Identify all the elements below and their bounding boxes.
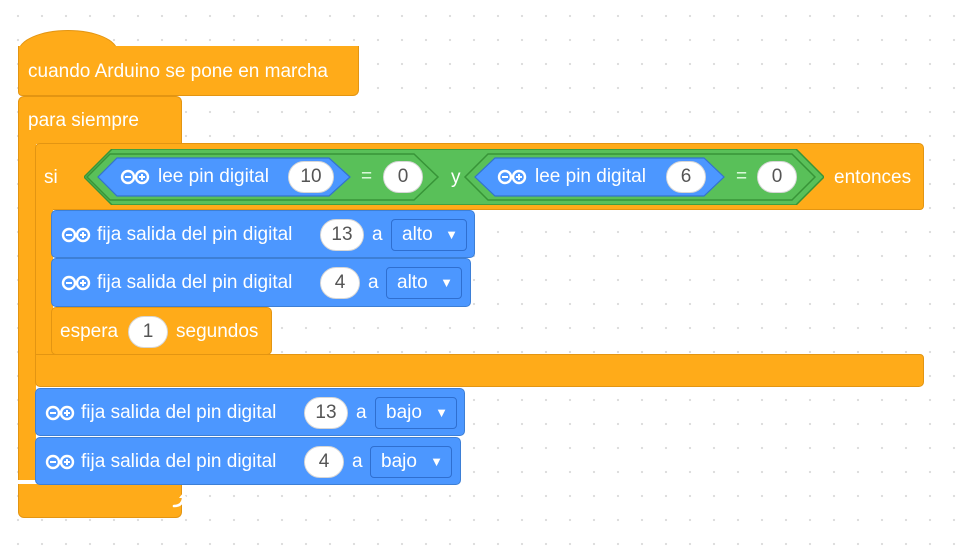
event-block-label: cuando Arduino se pone en marcha <box>28 61 328 82</box>
triangle-down-icon: ▼ <box>435 405 448 420</box>
level-dropdown-value: alto <box>397 272 428 293</box>
pin-number-input[interactable]: 13 <box>304 397 348 429</box>
read-pin-label-right: lee pin digital <box>535 166 646 187</box>
infinity-icon <box>45 454 75 470</box>
set-digital-pin-block[interactable]: fija salida del pin digital 13 a alto ▼ <box>51 210 475 258</box>
and-condition[interactable] <box>84 149 824 205</box>
compare-value-input-left[interactable]: 0 <box>383 161 423 193</box>
set-pin-label: fija salida del pin digital <box>97 224 293 245</box>
compare-value-input-right[interactable]: 0 <box>757 161 797 193</box>
read-pin-label-left: lee pin digital <box>158 166 269 187</box>
set-pin-label: fija salida del pin digital <box>81 451 277 472</box>
level-dropdown-value: bajo <box>381 451 417 472</box>
seconds-label: segundos <box>176 321 259 342</box>
level-dropdown[interactable]: alto ▼ <box>391 219 467 251</box>
to-label: a <box>372 224 383 245</box>
wait-seconds-input[interactable]: 1 <box>128 316 168 348</box>
forever-block-label: para siempre <box>28 110 139 131</box>
infinity-icon <box>497 169 527 185</box>
if-label: si <box>44 167 58 188</box>
set-digital-pin-block[interactable]: fija salida del pin digital 4 a alto ▼ <box>51 258 471 307</box>
to-label: a <box>368 272 379 293</box>
forever-block-spine <box>18 140 36 480</box>
pin-number-input[interactable]: 13 <box>320 219 364 251</box>
triangle-down-icon: ▼ <box>445 227 458 242</box>
set-pin-label: fija salida del pin digital <box>97 272 293 293</box>
set-digital-pin-block[interactable]: fija salida del pin digital 4 a bajo ▼ <box>35 437 461 485</box>
triangle-down-icon: ▼ <box>430 454 443 469</box>
infinity-icon <box>61 275 91 291</box>
infinity-icon <box>45 405 75 421</box>
level-dropdown[interactable]: bajo ▼ <box>375 397 457 429</box>
to-label: a <box>356 402 367 423</box>
read-pin-input-left[interactable]: 10 <box>288 161 334 193</box>
infinity-icon <box>61 227 91 243</box>
if-block-spine <box>35 208 53 356</box>
wait-label: espera <box>60 321 119 342</box>
level-dropdown[interactable]: bajo ▼ <box>370 446 452 478</box>
forever-block[interactable]: para siempre <box>18 96 182 144</box>
and-label: y <box>451 167 461 188</box>
level-dropdown-value: bajo <box>386 402 422 423</box>
if-block-bottom <box>35 354 924 387</box>
then-label: entonces <box>834 167 912 188</box>
forever-block-bottom <box>18 484 187 518</box>
triangle-down-icon: ▼ <box>440 275 453 290</box>
loop-arrow-icon <box>172 493 187 508</box>
pin-number-input[interactable]: 4 <box>304 446 344 478</box>
wait-seconds-block[interactable]: espera 1 segundos <box>51 307 272 355</box>
read-pin-input-right[interactable]: 6 <box>666 161 706 193</box>
set-pin-label: fija salida del pin digital <box>81 402 277 423</box>
pin-number-input[interactable]: 4 <box>320 267 360 299</box>
equals-operator-right: = <box>736 166 748 187</box>
when-arduino-starts-block[interactable]: cuando Arduino se pone en marcha <box>18 46 359 96</box>
equals-operator-left: = <box>361 166 373 187</box>
level-dropdown[interactable]: alto ▼ <box>386 267 462 299</box>
to-label: a <box>352 451 363 472</box>
infinity-icon <box>120 169 150 185</box>
set-digital-pin-block[interactable]: fija salida del pin digital 13 a bajo ▼ <box>35 388 465 436</box>
level-dropdown-value: alto <box>402 224 433 245</box>
